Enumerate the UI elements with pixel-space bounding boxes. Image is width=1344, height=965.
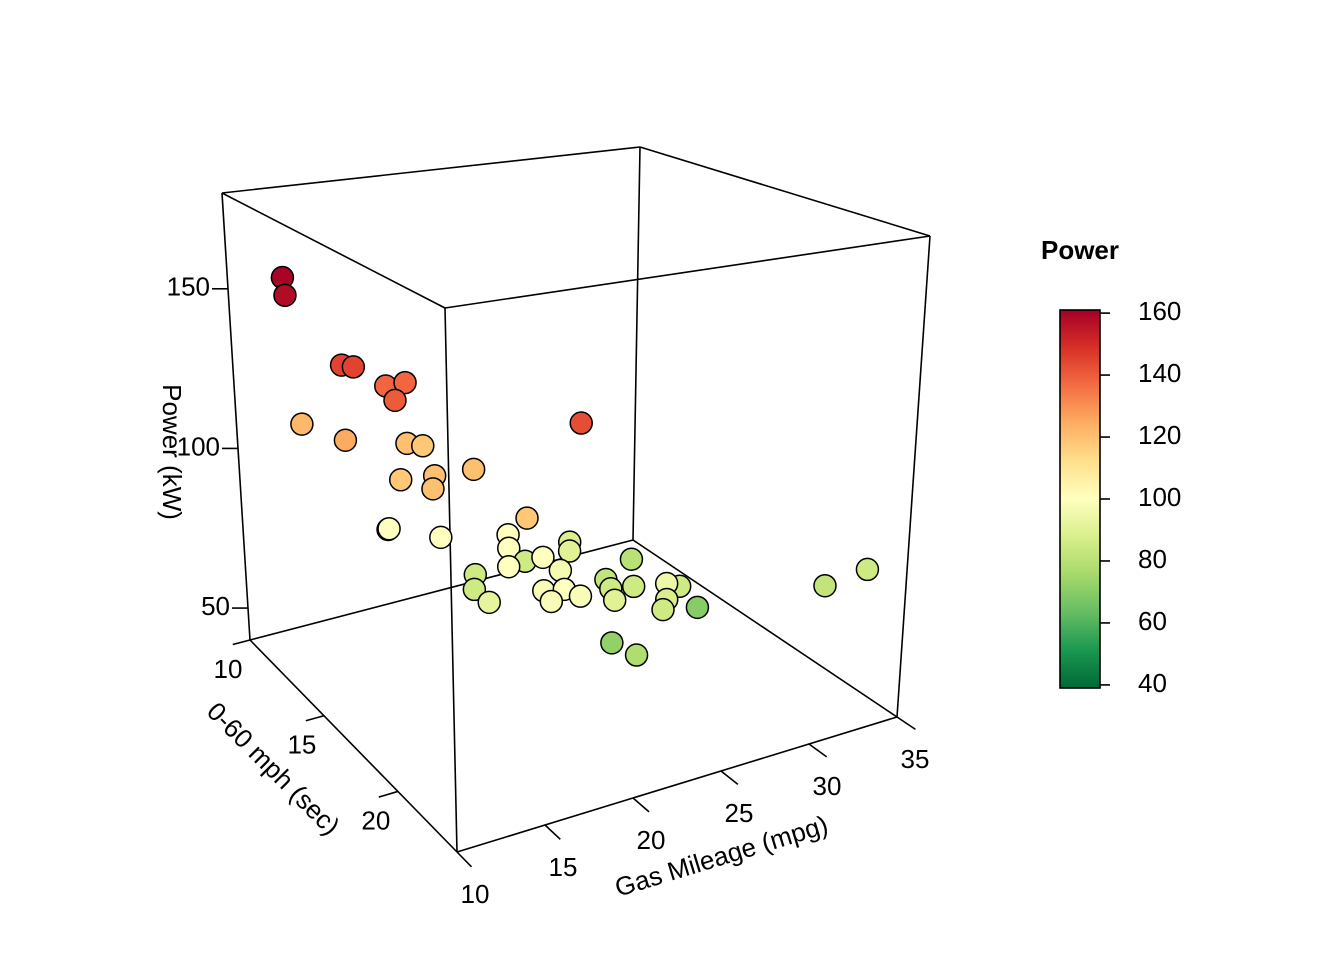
box-edge xyxy=(444,235,931,309)
x-tick-label: 20 xyxy=(637,825,666,855)
box-edge xyxy=(456,716,898,853)
point xyxy=(539,589,564,614)
point xyxy=(624,643,649,667)
y-tick xyxy=(378,790,399,798)
point xyxy=(602,588,627,612)
box-edge xyxy=(221,146,641,194)
point xyxy=(569,411,593,435)
point xyxy=(377,516,401,541)
point xyxy=(290,412,314,436)
point xyxy=(531,545,555,570)
point xyxy=(685,595,710,620)
y-tick-label: 20 xyxy=(361,805,390,835)
colorbar-tick-label: 160 xyxy=(1138,296,1181,326)
x-tick xyxy=(808,743,828,758)
point xyxy=(462,577,487,602)
z-tick-label: 150 xyxy=(167,272,210,302)
x-tick xyxy=(632,797,650,813)
point xyxy=(548,558,573,583)
box-edge xyxy=(632,539,898,718)
point xyxy=(619,547,644,571)
points xyxy=(270,265,880,667)
point xyxy=(621,574,646,599)
y-tick xyxy=(232,639,251,646)
point xyxy=(333,428,358,453)
x-tick xyxy=(544,824,561,840)
y-axis-title: 0-60 mph (sec) xyxy=(201,696,346,841)
z-axis-title: Power (kW) xyxy=(157,384,187,520)
point xyxy=(341,355,366,379)
colorbar-tick-label: 120 xyxy=(1138,420,1181,450)
box-edge xyxy=(221,192,446,309)
point xyxy=(411,434,435,458)
x-tick-label: 30 xyxy=(813,771,842,801)
point xyxy=(273,283,297,308)
z-tick-label: 100 xyxy=(177,431,220,461)
point xyxy=(496,554,521,579)
x-axis-title: Gas Mileage (mpg) xyxy=(611,809,831,902)
y-tick-label: 15 xyxy=(287,730,316,760)
y-tick-label: 10 xyxy=(214,654,243,684)
colorbar-tick-label: 140 xyxy=(1138,358,1181,388)
point xyxy=(388,468,413,492)
point xyxy=(651,597,675,622)
box-edge xyxy=(249,639,458,853)
point xyxy=(383,388,407,413)
colorbar-tick-label: 60 xyxy=(1138,606,1167,636)
point xyxy=(429,525,453,550)
plot-box: 10 15 20 25 30 35 10 15 20 50 100 150 xyxy=(167,146,931,909)
point xyxy=(393,370,417,395)
point xyxy=(421,477,445,501)
x-tick-label: 35 xyxy=(901,744,930,774)
box-edge xyxy=(639,146,931,237)
colorbar-tick-label: 80 xyxy=(1138,544,1167,574)
x-tick-label: 10 xyxy=(461,879,490,909)
colorbar-title: Power xyxy=(1041,235,1119,265)
y-tick xyxy=(305,714,325,722)
x-tick xyxy=(896,716,916,731)
colorbar-tick-label: 100 xyxy=(1138,482,1181,512)
x-tick xyxy=(720,770,739,785)
point xyxy=(515,506,539,530)
point xyxy=(813,573,837,598)
colorbar-tick-label: 40 xyxy=(1138,668,1167,698)
point xyxy=(477,590,501,615)
box-edge xyxy=(632,146,641,541)
x-tick-label: 15 xyxy=(549,852,578,882)
point xyxy=(557,539,582,563)
box-edge xyxy=(444,307,458,853)
z-tick-label: 50 xyxy=(201,591,230,621)
colorbar xyxy=(1059,309,1101,689)
x-tick-label: 25 xyxy=(725,798,754,828)
point xyxy=(568,584,593,608)
box-edge xyxy=(896,235,931,718)
x-tick xyxy=(456,851,473,868)
point xyxy=(461,457,486,482)
point xyxy=(600,631,624,655)
box-edge xyxy=(221,192,251,641)
point xyxy=(855,557,880,582)
